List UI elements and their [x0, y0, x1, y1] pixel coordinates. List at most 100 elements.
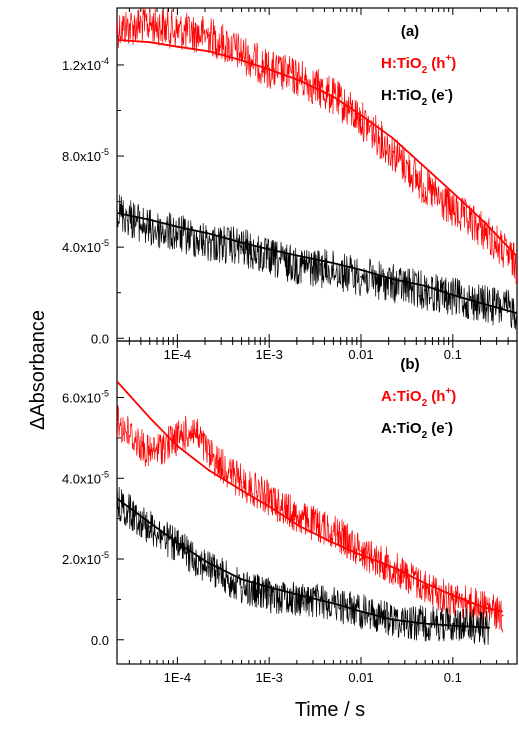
data-point [501, 614, 504, 617]
legend-sup: + [445, 386, 451, 397]
data-point [452, 296, 454, 299]
legend-mid: (e [427, 87, 445, 104]
x-tick-label: 0.01 [348, 347, 373, 362]
data-point [299, 598, 302, 601]
legend-mid: (e [427, 420, 445, 437]
y-tick-label-main: 4.0x10 [62, 471, 101, 486]
legend-sub: 2 [422, 65, 428, 76]
x-tick-label: 1E-3 [255, 347, 282, 362]
y-tick-label-main: 4.0x10 [62, 240, 101, 255]
data-point [391, 282, 394, 285]
x-tick-label: 0.1 [444, 347, 462, 362]
data-point [360, 275, 362, 278]
legend-base: A:TiO [381, 388, 422, 405]
legend-sup: - [445, 418, 448, 429]
data-point [452, 209, 454, 212]
legend-base: H:TiO [381, 55, 422, 72]
legend-sub: 2 [422, 97, 428, 108]
data-point [148, 525, 151, 528]
x-axis-title: Time / s [295, 699, 365, 721]
legend-end: ) [451, 388, 456, 405]
data-point [424, 289, 426, 292]
data-point [176, 232, 179, 235]
data-point [117, 209, 118, 212]
data-point [208, 34, 210, 37]
legend-base: A:TiO [381, 420, 422, 437]
data-point [148, 228, 151, 230]
data-point [424, 187, 426, 189]
data-point [176, 546, 179, 548]
fit-curve-electrons [117, 497, 490, 629]
data-point [240, 586, 243, 589]
data-point [516, 264, 517, 267]
plot-area [117, 8, 517, 330]
plot-frame [116, 340, 518, 665]
data-point [117, 420, 118, 423]
data-point [483, 230, 486, 233]
series-trace-electrons [117, 484, 490, 646]
data-point [332, 529, 335, 532]
y-tick-label-exp: -4 [101, 56, 109, 66]
y-tick-label: 2.0x10-5 [62, 550, 109, 567]
data-point [268, 594, 270, 597]
panel-b: 1E-4 1E-3 0.01 0.10.02.0x10-54.0x10-56.0x10… [62, 340, 518, 685]
series-trace-holes [117, 405, 504, 633]
x-tick-label: 1E-3 [255, 670, 282, 685]
panel-label: (a) [401, 23, 419, 40]
y-tick-label: 0.0 [91, 633, 109, 648]
series-trace-electrons [117, 194, 517, 330]
y-tick-label-exp: -5 [101, 389, 109, 399]
legend-mid: (h [427, 55, 445, 72]
data-point [117, 27, 118, 30]
data-point [148, 23, 151, 25]
legend-sup: + [445, 53, 451, 64]
data-point [117, 501, 118, 504]
panel-label: (b) [400, 356, 419, 373]
data-point [192, 429, 195, 431]
y-tick-label-main: 2.0x10 [62, 552, 101, 567]
y-tick-label: 8.0x10-5 [62, 147, 109, 164]
data-point [299, 77, 302, 80]
legend-end: ) [448, 87, 453, 104]
y-tick-label: 1.2x10-4 [62, 56, 109, 73]
data-point [424, 586, 426, 589]
x-tick-label: 1E-4 [164, 347, 191, 362]
data-point [208, 566, 210, 568]
fit-curve-electrons [117, 212, 517, 315]
data-point [299, 264, 302, 267]
y-tick-label-exp: -5 [101, 550, 109, 560]
x-tick-label: 0.1 [444, 670, 462, 685]
legend-entry: A:TiO2 (e-) [381, 418, 453, 441]
y-tick-label-main: 0.0 [91, 633, 109, 648]
y-axis-title: ΔAbsorbance [27, 310, 49, 430]
legend-sub: 2 [422, 430, 428, 441]
x-tick-label: 0.01 [348, 670, 373, 685]
data-point [176, 437, 179, 439]
data-point [208, 241, 210, 244]
data-point [240, 246, 243, 248]
data-point [516, 310, 517, 312]
series-trace-holes [117, 8, 517, 285]
y-tick-label-exp: -5 [101, 147, 109, 157]
legend-end: ) [448, 420, 453, 437]
data-point [240, 481, 243, 484]
data-point [208, 453, 210, 455]
y-tick-label-exp: -5 [101, 469, 109, 479]
data-point [332, 269, 335, 271]
y-tick-label-main: 8.0x10 [62, 149, 101, 164]
legend-entry: A:TiO2 (h+) [381, 386, 456, 409]
data-point [299, 517, 302, 520]
data-point [176, 29, 179, 32]
legend-sub: 2 [422, 398, 428, 409]
fit-curve-holes [117, 380, 503, 613]
legend-end: ) [451, 55, 456, 72]
legend-entry: H:TiO2 (e-) [381, 85, 453, 108]
y-tick-label-exp: -5 [101, 238, 109, 248]
y-tick-label-main: 6.0x10 [62, 391, 101, 406]
y-tick-label: 0.0 [91, 331, 109, 346]
data-point [452, 622, 454, 625]
y-tick-label-main: 1.2x10 [62, 58, 101, 73]
data-point [452, 598, 454, 601]
y-tick-label: 6.0x10-5 [62, 389, 109, 406]
data-point [268, 257, 270, 260]
